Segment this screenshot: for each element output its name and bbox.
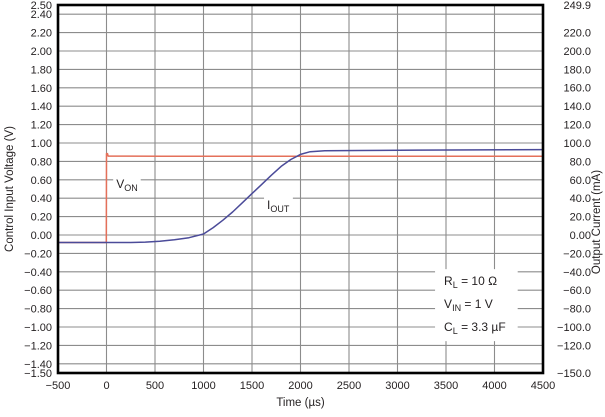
- y-right-tick-label: −60.0: [563, 285, 591, 297]
- y-right-tick-label: 249.9: [563, 0, 591, 12]
- x-tick-label: −500: [46, 380, 71, 392]
- von-label: VON: [113, 176, 141, 195]
- y-right-tick-label: 40.0: [570, 193, 591, 205]
- von-label-text: VON: [116, 177, 138, 193]
- y-right-tick-label: 80.0: [570, 156, 591, 168]
- curve-iout: [57, 148, 544, 244]
- x-tick-label: 4500: [531, 380, 555, 392]
- y-left-tick-label: 2.00: [31, 46, 52, 58]
- y-left-tick-label: −0.60: [24, 285, 52, 297]
- y-right-tick-label: −20.0: [563, 248, 591, 260]
- x-tick-label: 4000: [482, 380, 506, 392]
- y-right-tick-label: 180.0: [563, 64, 591, 76]
- y-left-tick-label: 0.20: [31, 212, 52, 224]
- x-axis-title: Time (µs): [276, 397, 325, 409]
- y-left-tick-label: −1.20: [24, 340, 52, 352]
- von-label-background: [113, 176, 141, 195]
- y-right-tick-label: −150.0: [557, 368, 591, 380]
- y-left-tick-label: −1.40: [24, 359, 52, 371]
- y-left-tick-label: 1.40: [31, 101, 52, 113]
- x-tick-label: 1500: [240, 380, 264, 392]
- y-right-tick-label: 200.0: [563, 46, 591, 58]
- y-right-tick-label: −40.0: [563, 267, 591, 279]
- y-left-tick-label: −1.00: [24, 322, 52, 334]
- y-right-tick-label: 140.0: [563, 101, 591, 113]
- y-right-tick-label: −80.0: [563, 304, 591, 316]
- y-left-tick-label: −0.40: [24, 267, 52, 279]
- y-right-tick-label: −100.0: [557, 322, 591, 334]
- y-right-tick-label: 20.0: [570, 212, 591, 224]
- y-right-tick-labels: 249.9 220.0 200.0 180.0 160.0 140.0 120.0 100.0…: [557, 0, 591, 380]
- y-right-tick-label: 220.0: [563, 28, 591, 40]
- iout-label: IOUT: [264, 197, 293, 216]
- y-left-tick-label: 1.20: [31, 120, 52, 132]
- x-tick-label: 1000: [191, 380, 215, 392]
- x-tick-label: 3500: [434, 380, 458, 392]
- y-left-tick-label: 1.00: [31, 138, 52, 150]
- y-right-tick-label: 100.0: [563, 138, 591, 150]
- y-left-tick-label: 2.40: [31, 9, 52, 21]
- iout-label-text: IOUT: [267, 198, 290, 214]
- y-left-axis-title: Control Input Voltage (V): [4, 126, 16, 252]
- plot-frame: [56, 3, 545, 375]
- y-left-tick-label: 0.00: [31, 230, 52, 242]
- y-left-tick-label: 2.20: [31, 28, 52, 40]
- y-right-tick-label: −120.0: [557, 340, 591, 352]
- y-left-tick-label: −0.20: [24, 248, 52, 260]
- conditions-annotation: RL = 10 Ω VIN = 1 V CL = 3.3 µF: [435, 269, 518, 342]
- condition-line-3: CL = 3.3 µF: [444, 320, 506, 336]
- y-left-tick-labels: 2.502.40 2.20 2.00 1.80 1.60 1.40 1.20 1.00 0.80…: [24, 0, 52, 380]
- y-left-tick-label: −1.50: [24, 368, 52, 380]
- y-right-tick-label: 0.00: [570, 230, 591, 242]
- condition-line-2: VIN = 1 V: [444, 297, 493, 313]
- y-left-tick-label: 0.80: [31, 156, 52, 168]
- y-right-tick-label: 120.0: [563, 120, 591, 132]
- x-tick-label: 500: [146, 380, 164, 392]
- x-tick-labels: −500 0 500 1000 1500 2000 2500 3000 3500 4000 4500: [46, 380, 556, 392]
- y-left-tick-label: 1.60: [31, 83, 52, 95]
- y-left-tick-label: −0.80: [24, 304, 52, 316]
- x-tick-label: 3000: [385, 380, 409, 392]
- x-tick-label: 2000: [288, 380, 312, 392]
- conditions-background: [435, 269, 518, 342]
- x-tick-label: 2500: [337, 380, 361, 392]
- y-left-tick-label: 0.60: [31, 175, 52, 187]
- iout-label-background: [264, 197, 293, 216]
- y-left-tick-label: 1.80: [31, 64, 52, 76]
- x-tick-label: 0: [103, 380, 109, 392]
- gridlines: [58, 5, 543, 373]
- y-right-tick-label: 160.0: [563, 83, 591, 95]
- y-left-tick-label: 2.50: [31, 0, 52, 12]
- y-right-tick-label: 60.0: [570, 175, 591, 187]
- condition-line-1: RL = 10 Ω: [444, 274, 497, 290]
- y-right-axis-title: Output Current (mA): [591, 170, 603, 274]
- y-left-tick-label: 0.40: [31, 193, 52, 205]
